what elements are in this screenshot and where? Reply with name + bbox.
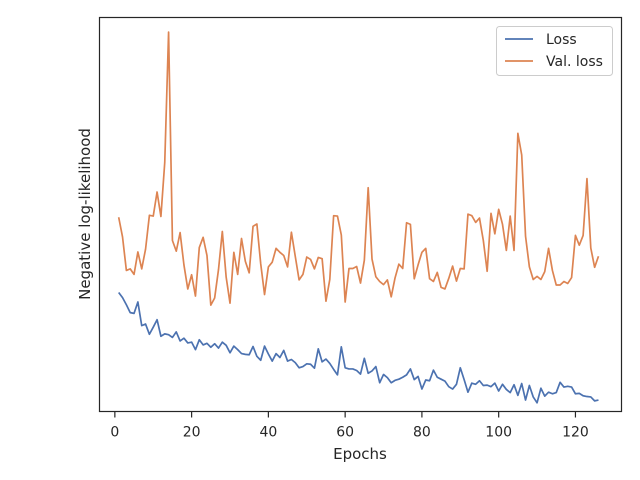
x-tick-label: 40 bbox=[259, 425, 277, 441]
legend-label-loss: Loss bbox=[546, 32, 577, 48]
x-axis-label: Epochs bbox=[333, 445, 387, 463]
x-tick-label: 60 bbox=[336, 425, 354, 441]
x-tick-label: 120 bbox=[562, 425, 589, 441]
legend: Loss Val. loss bbox=[496, 26, 613, 76]
x-tick-label: 80 bbox=[413, 425, 431, 441]
series-line-val-loss bbox=[117, 31, 600, 306]
y-axis-label: Negative log-likelihood bbox=[76, 128, 94, 300]
plot-area bbox=[99, 17, 622, 412]
legend-label-val-loss: Val. loss bbox=[546, 54, 603, 70]
series-line-loss bbox=[118, 292, 599, 404]
x-tick-label: 20 bbox=[183, 425, 201, 441]
series-lines bbox=[117, 31, 600, 404]
plot-frame bbox=[98, 16, 623, 413]
x-tick-label: 0 bbox=[110, 425, 119, 441]
x-tick-label: 100 bbox=[485, 425, 512, 441]
x-axis-ticks: 0 20 40 60 80 100 120 bbox=[110, 411, 589, 441]
